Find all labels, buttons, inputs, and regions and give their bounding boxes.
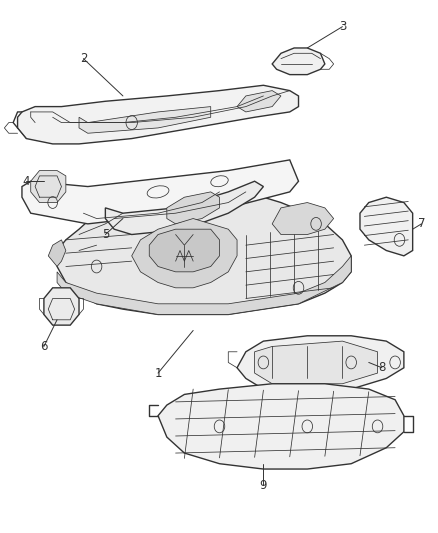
Polygon shape: [18, 85, 298, 144]
Polygon shape: [254, 341, 377, 384]
Polygon shape: [166, 192, 219, 224]
Text: 3: 3: [338, 20, 345, 33]
Text: 4: 4: [22, 175, 30, 188]
Text: 9: 9: [259, 479, 267, 491]
Text: 6: 6: [40, 340, 48, 353]
Polygon shape: [158, 384, 403, 469]
Polygon shape: [57, 192, 350, 314]
Polygon shape: [48, 240, 66, 266]
Text: 8: 8: [378, 361, 385, 374]
Polygon shape: [237, 91, 280, 112]
Text: 1: 1: [154, 367, 162, 379]
Polygon shape: [237, 336, 403, 394]
Polygon shape: [105, 181, 263, 235]
Polygon shape: [44, 288, 79, 325]
Polygon shape: [31, 171, 66, 203]
Polygon shape: [131, 219, 237, 288]
Polygon shape: [272, 203, 333, 235]
Text: 5: 5: [102, 228, 109, 241]
Polygon shape: [149, 229, 219, 272]
Polygon shape: [359, 197, 412, 256]
Polygon shape: [79, 107, 210, 133]
Polygon shape: [22, 160, 298, 224]
Text: 2: 2: [79, 52, 87, 65]
Polygon shape: [272, 48, 324, 75]
Polygon shape: [57, 256, 350, 314]
Text: 7: 7: [417, 217, 424, 230]
